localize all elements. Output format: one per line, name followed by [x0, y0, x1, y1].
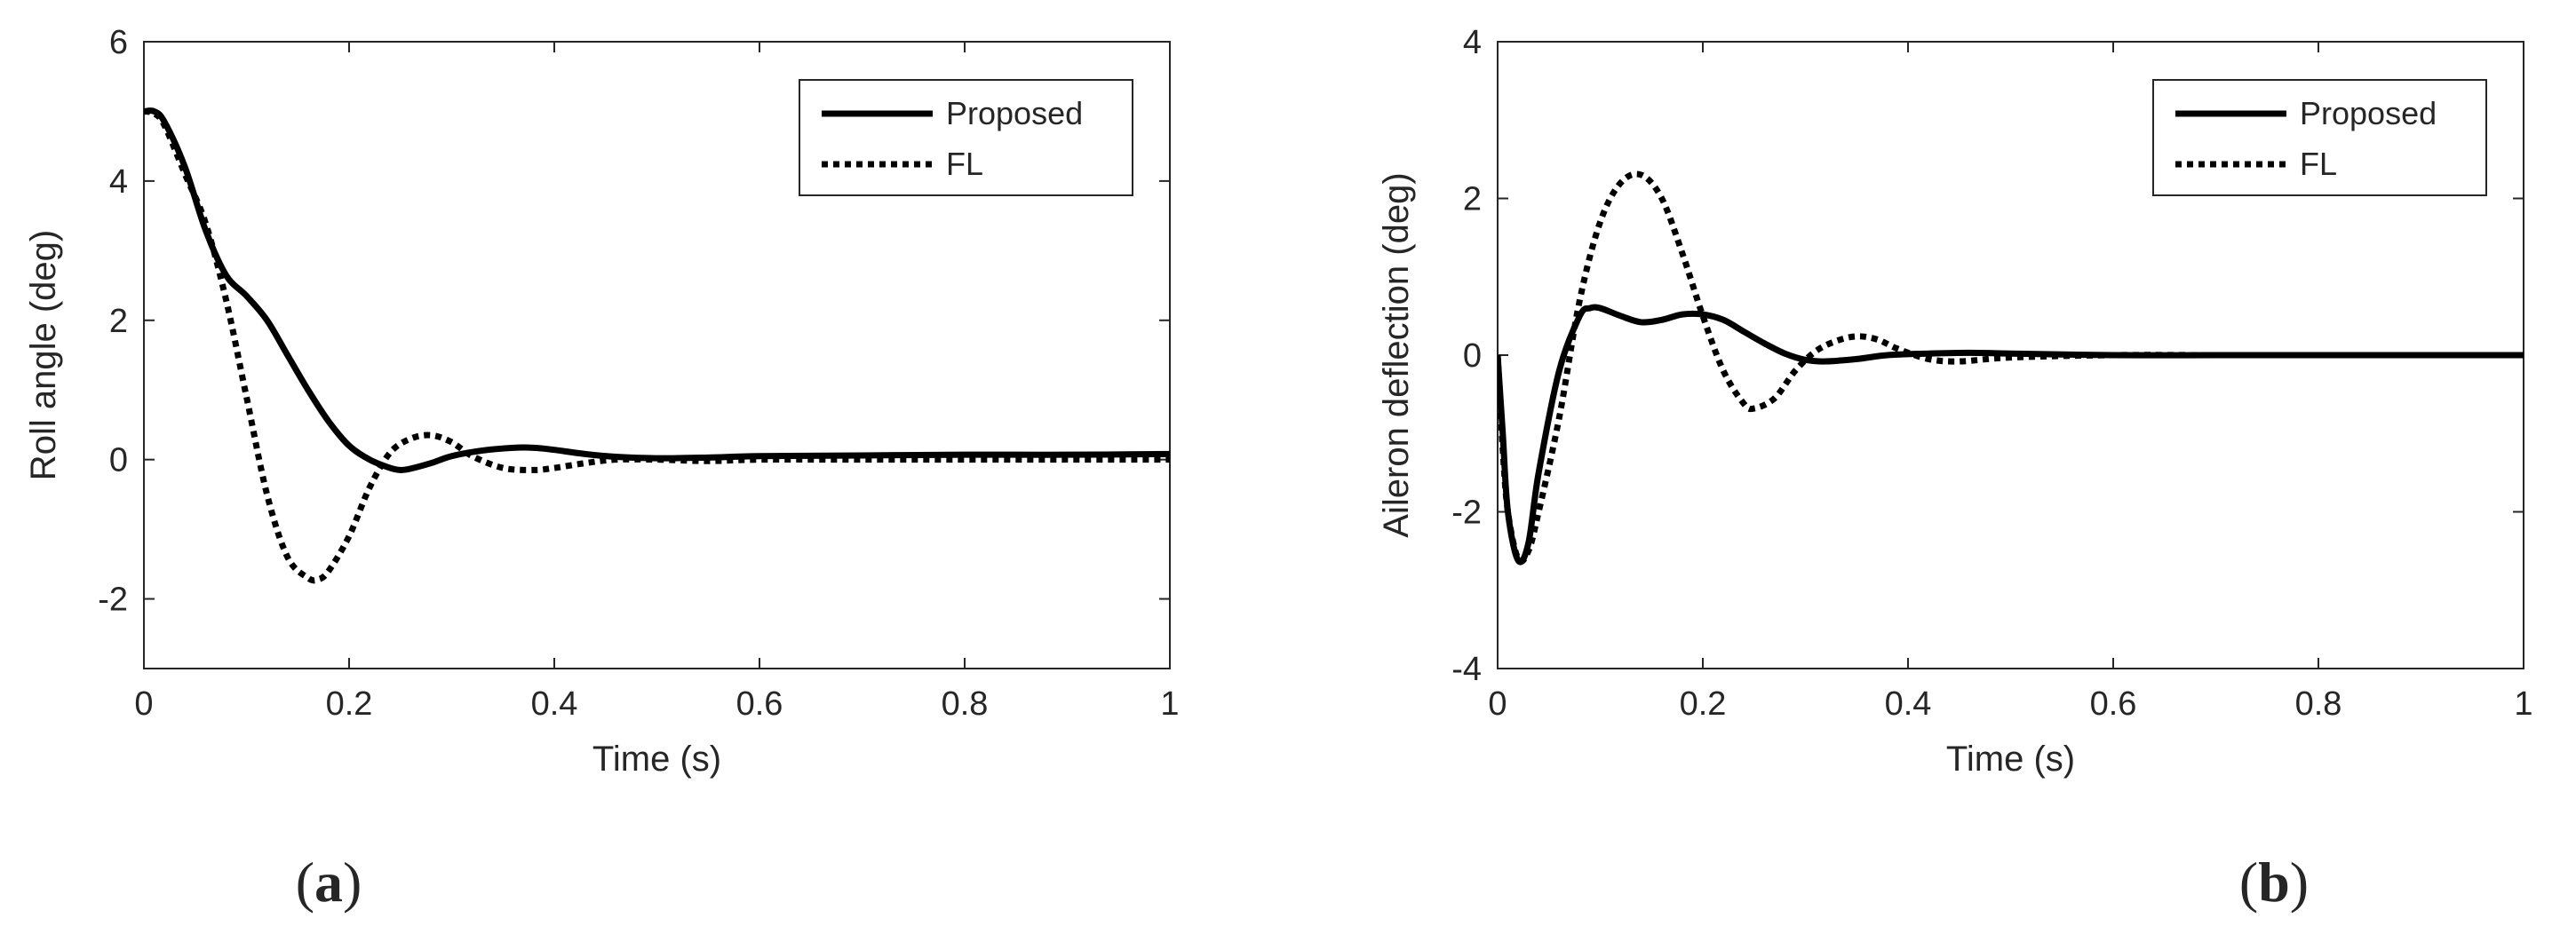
x-tick-label: 1 [2514, 685, 2532, 723]
panel-label-letter: b [2258, 851, 2290, 914]
panel-label-close: ) [343, 851, 362, 914]
y-tick-label: 4 [1463, 24, 1482, 61]
panel-label: (a) [296, 851, 362, 914]
x-tick-label: 0.2 [1680, 685, 1727, 723]
panel-b-chart: 0 0.2 0.4 0.6 0.8 1 -4 -2 0 2 4 Time (s) Aileron def… [1377, 24, 2533, 914]
series-line-fl [1498, 170, 2524, 565]
legend-label: FL [946, 146, 983, 182]
y-tick-label: 2 [109, 303, 128, 340]
x-tick-label: 0.8 [942, 685, 989, 723]
y-tick-label: 6 [109, 24, 128, 61]
panel-a-chart: 0 0.2 0.4 0.6 0.8 1 -2 0 2 4 6 Time (s) Roll angle (… [24, 24, 1180, 914]
y-tick-label: 2 [1463, 181, 1482, 218]
legend: Proposed FL [2152, 79, 2487, 196]
x-tick-label: 0.2 [326, 685, 373, 723]
legend-box [799, 79, 1133, 196]
panel-label-letter: a [314, 851, 343, 914]
y-tick-label: 4 [109, 163, 128, 201]
x-tick-label: 0.4 [531, 685, 578, 723]
panel-label-open: ( [296, 851, 314, 914]
legend-label: Proposed [2300, 95, 2437, 131]
x-tick-label: 0.8 [2295, 685, 2342, 723]
x-tick-label: 0.6 [2090, 685, 2137, 723]
legend-label: Proposed [946, 95, 1083, 131]
panel-label: (b) [2239, 851, 2309, 914]
legend: Proposed FL [799, 79, 1133, 196]
panel-label-close: ) [2290, 851, 2309, 914]
x-tick-label: 0 [134, 685, 153, 723]
series-line-fl [144, 107, 1170, 584]
x-tick-label: 0.4 [1885, 685, 1932, 723]
y-axis-title: Aileron deflection (deg) [1377, 172, 1416, 537]
x-axis-title: Time (s) [1946, 740, 2075, 779]
legend-label: FL [2300, 146, 2337, 182]
y-tick-label: 0 [109, 442, 128, 479]
x-tick-label: 0 [1488, 685, 1507, 723]
legend-box [2152, 79, 2487, 196]
y-tick-label: -2 [98, 582, 128, 619]
y-tick-label: -4 [1451, 651, 1482, 688]
x-tick-label: 1 [1160, 685, 1179, 723]
x-axis-title: Time (s) [592, 740, 721, 779]
y-axis-title: Roll angle (deg) [24, 230, 63, 480]
panel-label-open: ( [2239, 851, 2258, 914]
series-line-proposed [144, 107, 1170, 473]
y-tick-label: 0 [1463, 337, 1482, 375]
y-tick-label: -2 [1451, 495, 1482, 532]
x-tick-label: 0.6 [736, 685, 783, 723]
